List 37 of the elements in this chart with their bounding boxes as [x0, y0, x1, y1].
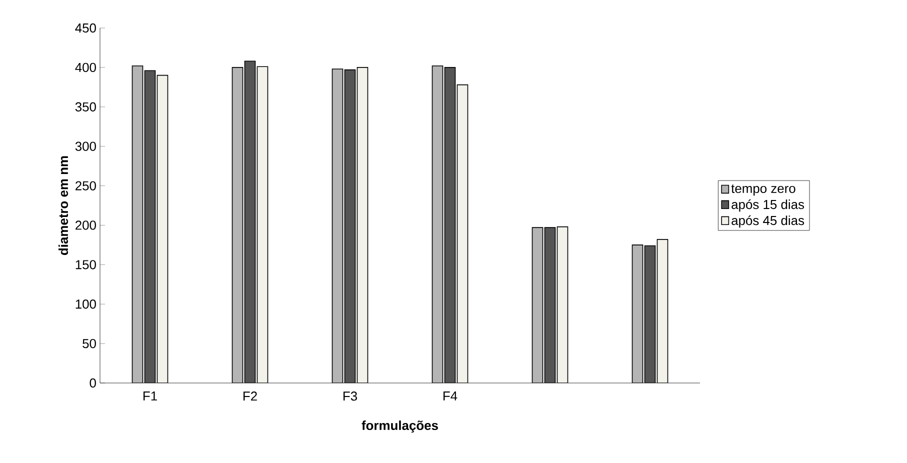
bar	[156, 74, 168, 383]
bar	[632, 244, 644, 383]
y-tick-label: 400	[75, 62, 96, 72]
legend-label: após 15 dias	[732, 199, 804, 212]
y-tick-label: 0	[90, 378, 96, 388]
y-tick-label: 350	[75, 102, 96, 112]
bar	[132, 65, 144, 383]
bar	[456, 84, 468, 383]
bar	[432, 65, 444, 383]
bar	[232, 67, 244, 383]
y-tick-label: 100	[76, 300, 96, 309]
bar	[532, 227, 544, 383]
bar	[644, 245, 656, 383]
bar	[256, 66, 268, 383]
y-tick-label: 150	[76, 260, 96, 270]
x-tick-label: F4	[444, 392, 458, 400]
bar	[244, 60, 256, 383]
x-axis-title: formulações	[362, 420, 438, 433]
bar	[656, 239, 668, 383]
bar	[144, 70, 156, 383]
y-tick-label: 300	[75, 142, 96, 151]
y-tick-label: 250	[76, 181, 96, 190]
y-tick-label: 50	[82, 338, 96, 348]
legend-label: tempo zero	[731, 184, 796, 196]
legend-label: após 45 dias	[732, 215, 804, 228]
y-tick-label: 450	[75, 23, 96, 33]
bar	[544, 227, 556, 383]
x-tick-label: F3	[344, 392, 357, 401]
x-tick-label: F2	[244, 392, 257, 401]
x-tick-label: F1	[144, 392, 157, 400]
bar	[332, 68, 344, 383]
y-tick-label: 200	[76, 220, 96, 230]
bar	[356, 67, 368, 383]
bar	[344, 69, 356, 383]
y-axis-title: diametro em nm	[58, 156, 68, 255]
bar	[444, 67, 456, 383]
bar	[556, 226, 568, 383]
